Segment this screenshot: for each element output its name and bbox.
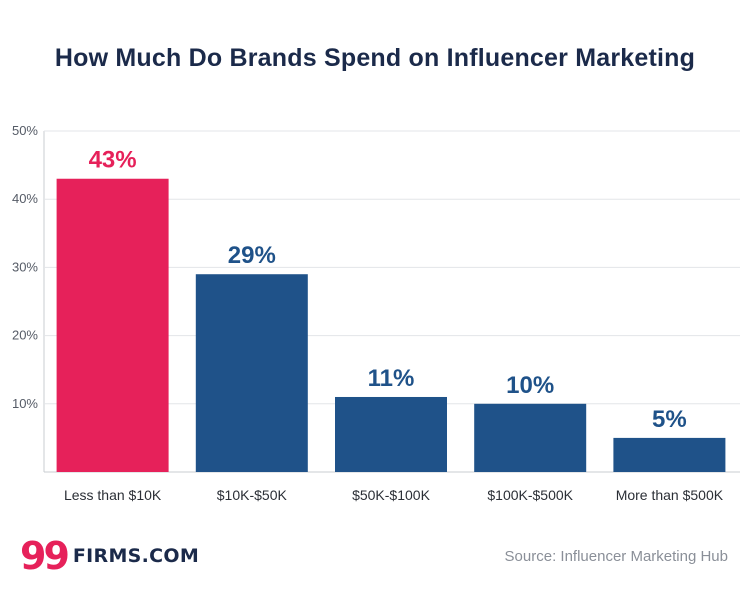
y-tick-label: 10%: [12, 396, 38, 411]
bar: [195, 274, 308, 472]
x-tick-label: $10K-$50K: [217, 487, 288, 503]
chart-title: How Much Do Brands Spend on Influencer M…: [54, 44, 696, 72]
data-label: 11%: [368, 365, 415, 392]
data-label: 10%: [506, 372, 554, 399]
y-tick-label: 40%: [12, 191, 38, 206]
logo-mark: 99: [20, 534, 70, 578]
y-axis-ticks: 10% 20% 30% 40% 50%: [12, 123, 38, 411]
bar: [613, 437, 726, 472]
source-note: Source: Influencer Marketing Hub: [504, 548, 728, 565]
data-label: 5%: [652, 406, 687, 433]
y-tick-label: 30%: [12, 259, 38, 274]
y-tick-label: 50%: [12, 123, 38, 138]
x-axis-labels: Less than $10K $10K-$50K $50K-$100K $100K-$…: [64, 487, 724, 503]
x-tick-label: $100K-$500K: [487, 487, 573, 503]
x-tick-label: Less than $10K: [64, 487, 162, 503]
data-label: 29%: [228, 242, 276, 269]
bar: [56, 178, 169, 473]
x-tick-label: More than $500K: [616, 487, 724, 503]
brand-logo: 99 FIRMS.COM: [20, 536, 199, 576]
bar: [335, 396, 447, 472]
data-label: 43%: [89, 147, 137, 174]
x-tick-label: $50K-$100K: [352, 487, 431, 503]
y-tick-label: 20%: [12, 328, 38, 343]
logo-text: FIRMS.COM: [72, 545, 200, 567]
bar: [474, 403, 587, 472]
data-labels: 43% 29% 11% 10% 5%: [89, 147, 687, 433]
bars: [56, 178, 726, 473]
